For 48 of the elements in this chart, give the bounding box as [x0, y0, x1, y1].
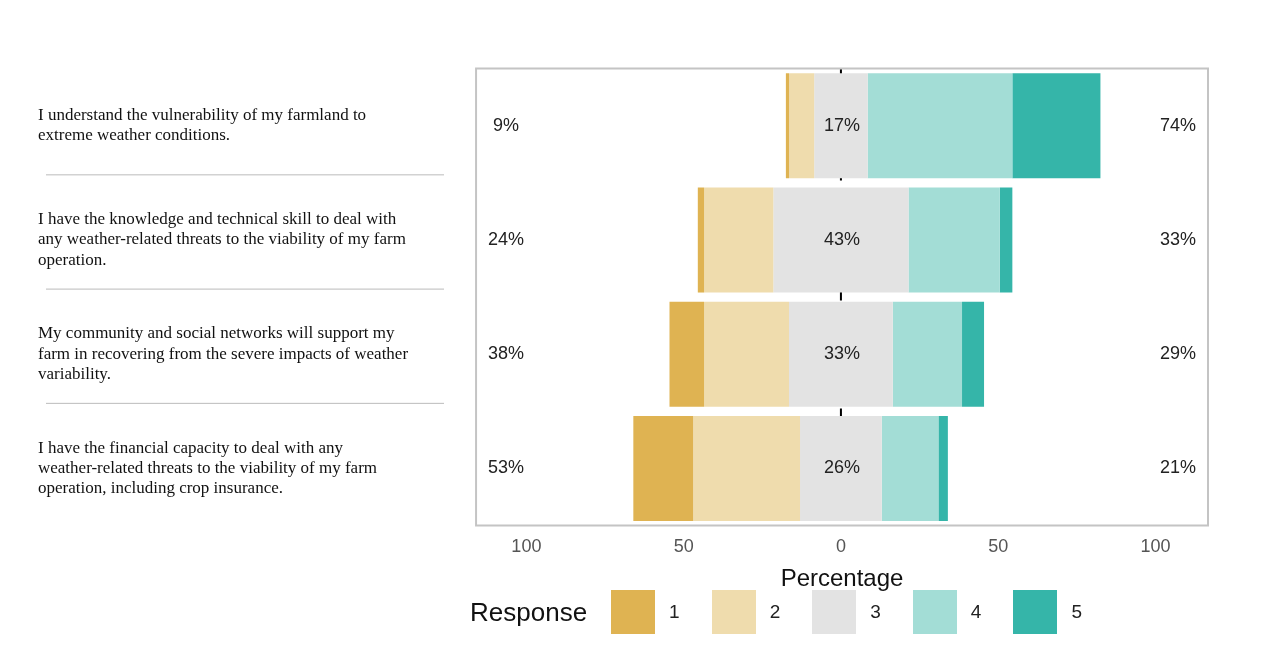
bar: [881, 415, 939, 522]
bar: [1012, 73, 1101, 179]
legend-label: 4: [970, 601, 982, 623]
bar: [773, 187, 909, 293]
legend-label: 2: [769, 601, 781, 623]
y-tick-label: I have the knowledge and technical skill to deal with any weather-related threats to the viability of my farm operation.: [38, 209, 406, 269]
bar: [867, 73, 1013, 179]
x-tick-label: 100: [1140, 536, 1171, 557]
bar: [693, 415, 801, 522]
legend-title: Response: [470, 596, 588, 628]
annotation: 33%: [824, 343, 861, 364]
annotation: 29%: [1159, 343, 1197, 364]
x-axis-title: Percentage: [780, 564, 904, 592]
legend-label: 3: [870, 601, 881, 623]
y-tick-label: My community and social networks will support my farm in recovering from the severe impacts of weather variability.: [38, 323, 409, 384]
annotation: 24%: [488, 228, 525, 249]
annotation: 17%: [824, 114, 861, 135]
bar: [938, 415, 948, 522]
bar: [697, 187, 705, 293]
y-tick-label: I have the financial capacity to deal with any weather-related threats to the viability of my farm operation, including crop insurance.: [38, 437, 378, 498]
bar: [800, 415, 882, 522]
annotation: 53%: [488, 457, 525, 478]
legend-label: 5: [1071, 601, 1082, 623]
bar: [669, 301, 705, 407]
bar: [789, 301, 893, 407]
bar: [908, 187, 1000, 293]
annotation: 26%: [824, 457, 861, 478]
annotation: 9%: [493, 114, 520, 135]
bar: [814, 73, 868, 179]
x-tick-label: 50: [673, 536, 694, 557]
annotation: 38%: [488, 343, 525, 364]
bar: [785, 73, 790, 179]
bar: [633, 415, 694, 522]
annotation: 43%: [824, 228, 861, 249]
bar: [999, 187, 1013, 293]
bar: [704, 301, 790, 407]
annotation: 21%: [1159, 457, 1197, 478]
bar: [892, 301, 963, 407]
annotation: 33%: [1159, 228, 1197, 249]
x-tick-label: 50: [988, 536, 1009, 557]
x-tick-label: 0: [835, 536, 846, 557]
bar: [962, 301, 985, 407]
bar: [789, 73, 815, 179]
annotation: 74%: [1159, 114, 1197, 135]
x-tick-label: 100: [511, 536, 542, 557]
legend-label: 1: [669, 601, 680, 623]
y-tick-label: I understand the vulnerability of my farmland to extreme weather conditions.: [38, 104, 367, 145]
bar: [704, 187, 774, 293]
